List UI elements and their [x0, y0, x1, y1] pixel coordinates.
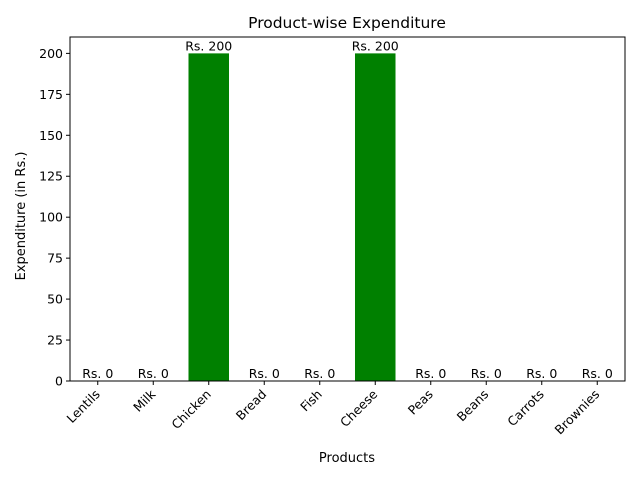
data-label: Rs. 0 [415, 366, 446, 381]
x-tick-label: Peas [405, 387, 436, 418]
data-label: Rs. 0 [471, 366, 502, 381]
x-tick-label: Beans [454, 387, 492, 425]
x-tick-label: Cheese [337, 386, 381, 430]
y-tick-label: 175 [39, 87, 63, 102]
data-label: Rs. 0 [82, 366, 113, 381]
y-tick-label: 125 [39, 169, 63, 184]
chart-title: Product-wise Expenditure [248, 14, 446, 32]
y-tick-label: 200 [39, 46, 63, 61]
data-label: Rs. 0 [138, 366, 169, 381]
bar [354, 53, 396, 381]
plot-frame [69, 36, 626, 382]
data-label: Rs. 200 [185, 38, 232, 53]
y-tick-label: 50 [47, 292, 63, 307]
bar [188, 53, 230, 381]
y-axis-label: Expenditure (in Rs.) [14, 152, 29, 281]
y-tick-label: 0 [55, 374, 63, 389]
x-tick-label: Lentils [63, 387, 102, 426]
y-tick-label: 75 [47, 251, 63, 266]
data-label: Rs. 0 [304, 366, 335, 381]
x-tick-label: Chicken [168, 387, 214, 433]
x-tick-label: Milk [130, 386, 159, 415]
x-tick-label: Brownies [552, 387, 603, 438]
x-tick-label: Fish [297, 387, 325, 415]
data-label: Rs. 0 [526, 366, 557, 381]
y-tick-label: 150 [39, 128, 63, 143]
x-tick-label: Carrots [504, 387, 547, 430]
y-tick-label: 25 [47, 333, 63, 348]
data-label: Rs. 0 [582, 366, 613, 381]
plot-area: Rs. 0 Rs. 0 Rs. 200 Rs. 0 Rs. 0 Rs. 200 Rs. 0 R… [39, 36, 626, 438]
data-label: Rs. 200 [352, 38, 399, 53]
y-tick-label: 100 [39, 210, 63, 225]
x-axis-label: Products [319, 451, 375, 466]
x-tick-label: Bread [233, 387, 270, 424]
data-label: Rs. 0 [249, 366, 280, 381]
